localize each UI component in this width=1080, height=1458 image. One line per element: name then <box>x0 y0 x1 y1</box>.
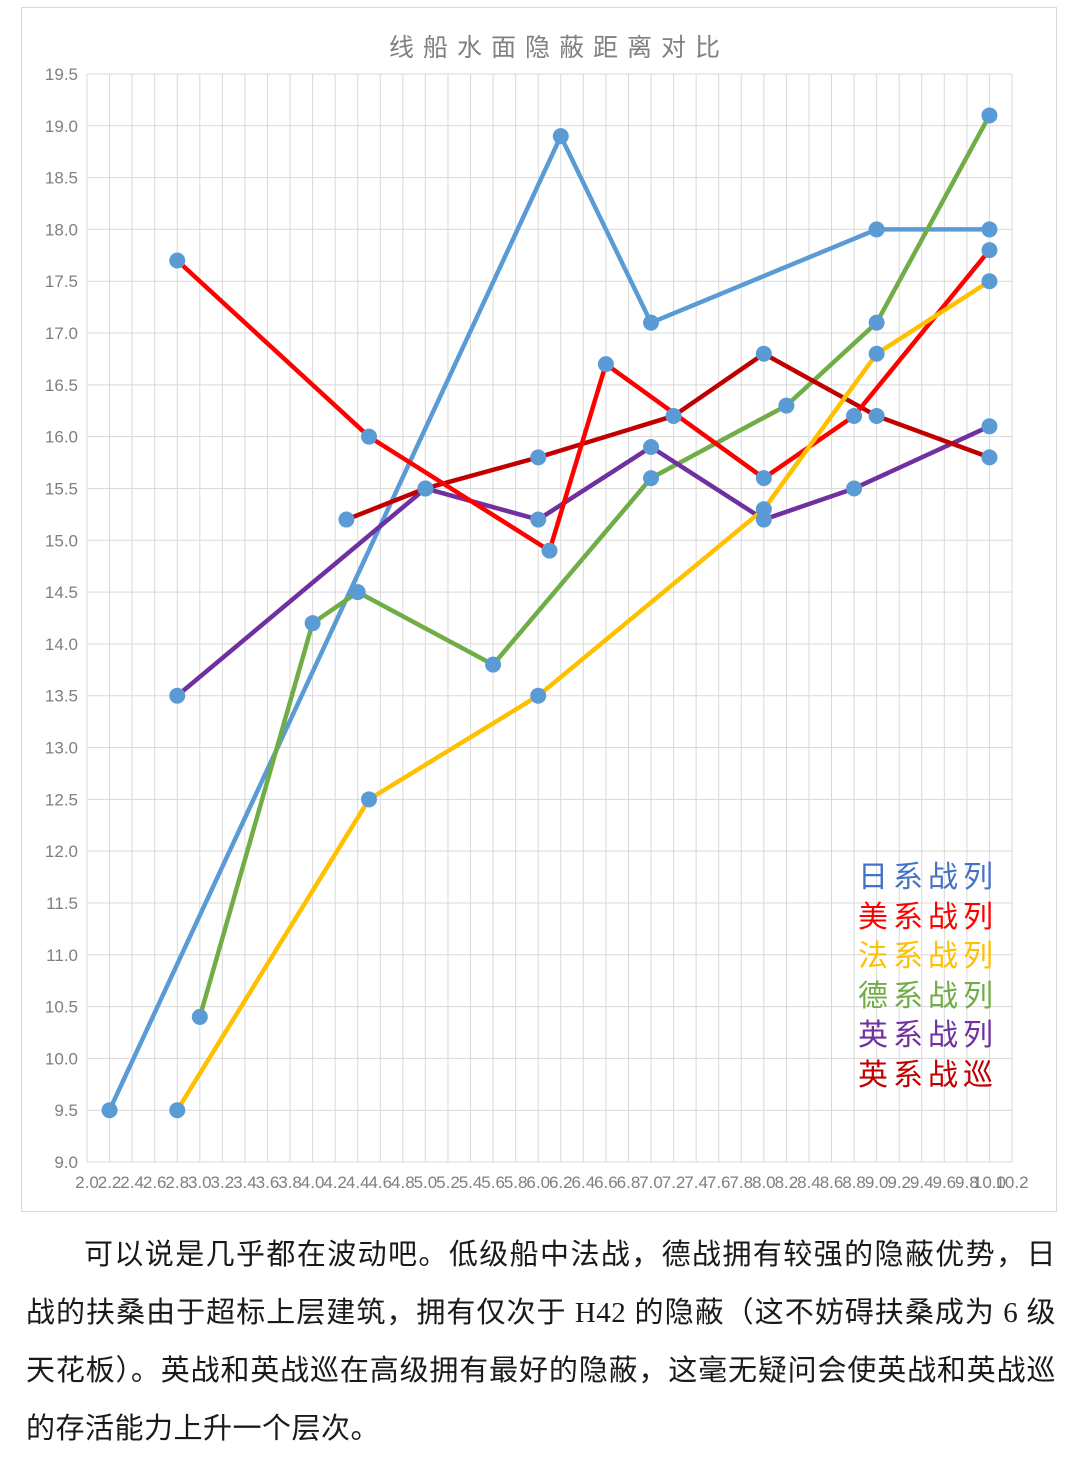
axis-labels: 9.0 9.5 10.0 10.5 11.0 11.5 12.0 12.5 13.0 13.5 14… <box>45 65 1029 1192</box>
svg-text:2.6: 2.6 <box>143 1173 167 1192</box>
svg-text:8.4: 8.4 <box>797 1173 821 1192</box>
svg-text:3.8: 3.8 <box>278 1173 302 1192</box>
svg-text:13.0: 13.0 <box>45 739 78 758</box>
svg-text:7.8: 7.8 <box>729 1173 753 1192</box>
svg-text:3.0: 3.0 <box>188 1173 212 1192</box>
svg-text:8.2: 8.2 <box>775 1173 799 1192</box>
svg-text:7.2: 7.2 <box>662 1173 686 1192</box>
svg-text:9.6: 9.6 <box>932 1173 956 1192</box>
svg-text:7.4: 7.4 <box>684 1173 708 1192</box>
svg-text:2.2: 2.2 <box>98 1173 122 1192</box>
svg-text:19.0: 19.0 <box>45 117 78 136</box>
svg-text:9.5: 9.5 <box>54 1101 78 1120</box>
svg-text:17.5: 17.5 <box>45 272 78 291</box>
svg-text:3.2: 3.2 <box>211 1173 235 1192</box>
svg-text:6.2: 6.2 <box>549 1173 573 1192</box>
svg-text:9.4: 9.4 <box>910 1173 934 1192</box>
svg-text:3.4: 3.4 <box>233 1173 257 1192</box>
svg-text:5.6: 5.6 <box>481 1173 505 1192</box>
svg-text:16.0: 16.0 <box>45 428 78 447</box>
svg-text:19.5: 19.5 <box>45 65 78 84</box>
svg-text:6.0: 6.0 <box>526 1173 550 1192</box>
svg-text:17.0: 17.0 <box>45 324 78 343</box>
svg-text:9.2: 9.2 <box>887 1173 911 1192</box>
chart-title: 线船水面隐蔽距离对比 <box>388 34 729 62</box>
legend-item-4: 德系战列 <box>858 979 998 1013</box>
svg-text:14.5: 14.5 <box>45 583 78 602</box>
chart-legend: 日系战列美系战列法系战列德系战列英系战列英系战巡 <box>858 858 1048 1095</box>
svg-text:12.5: 12.5 <box>45 790 78 809</box>
svg-text:14.0: 14.0 <box>45 635 78 654</box>
svg-text:5.8: 5.8 <box>504 1173 528 1192</box>
svg-text:9.0: 9.0 <box>865 1173 889 1192</box>
svg-text:6.8: 6.8 <box>617 1173 641 1192</box>
svg-text:5.2: 5.2 <box>436 1173 460 1192</box>
series-line-德系战列 <box>197 113 992 1020</box>
svg-text:5.4: 5.4 <box>459 1173 483 1192</box>
gridlines <box>86 73 1013 1163</box>
svg-text:4.6: 4.6 <box>368 1173 392 1192</box>
legend-item-3: 法系战列 <box>858 940 998 973</box>
chart-plot: 9.0 9.5 10.0 10.5 11.0 11.5 12.0 12.5 13.0 13.5 14… <box>45 65 1029 1192</box>
body-text: 可以说是几乎都在波动吧。低级船中法战，德战拥有较强的隐蔽优势，日战的扶桑由于超标… <box>26 1239 1056 1445</box>
svg-text:12.0: 12.0 <box>45 842 78 861</box>
svg-text:15.0: 15.0 <box>45 531 78 550</box>
chart-card: 线船水面隐蔽距离对比 9.0 9.5 10.0 10.5 11.0 11.5 12.0 12.… <box>21 7 1057 1212</box>
svg-text:2.0: 2.0 <box>75 1173 99 1192</box>
svg-text:2.4: 2.4 <box>120 1173 144 1192</box>
svg-text:7.6: 7.6 <box>707 1173 731 1192</box>
svg-text:2.8: 2.8 <box>165 1173 189 1192</box>
svg-text:9.0: 9.0 <box>54 1153 78 1172</box>
svg-text:11.5: 11.5 <box>46 894 78 913</box>
svg-text:8.0: 8.0 <box>752 1173 776 1192</box>
svg-text:5.0: 5.0 <box>414 1173 438 1192</box>
legend-item-1: 日系战列 <box>858 861 998 894</box>
legend-item-5: 英系战列 <box>858 1019 998 1052</box>
svg-text:8.8: 8.8 <box>842 1173 866 1192</box>
svg-text:13.5: 13.5 <box>45 687 78 706</box>
svg-text:16.5: 16.5 <box>45 376 78 395</box>
legend-item-6: 英系战巡 <box>858 1058 998 1092</box>
svg-text:10.5: 10.5 <box>45 998 78 1017</box>
svg-text:3.6: 3.6 <box>256 1173 280 1192</box>
svg-text:4.2: 4.2 <box>323 1173 347 1192</box>
svg-text:6.4: 6.4 <box>572 1173 596 1192</box>
svg-text:18.5: 18.5 <box>45 169 78 188</box>
svg-text:15.5: 15.5 <box>45 479 78 498</box>
series-line-法系战列 <box>174 278 992 1113</box>
svg-text:4.0: 4.0 <box>301 1173 325 1192</box>
svg-text:7.0: 7.0 <box>639 1173 663 1192</box>
svg-text:10.0: 10.0 <box>973 1173 1006 1192</box>
svg-text:4.8: 4.8 <box>391 1173 415 1192</box>
svg-text:10.2: 10.2 <box>995 1173 1028 1192</box>
data-point-markers <box>101 107 998 1119</box>
svg-text:4.4: 4.4 <box>346 1173 370 1192</box>
svg-text:11.0: 11.0 <box>46 946 78 965</box>
svg-text:9.8: 9.8 <box>955 1173 979 1192</box>
svg-text:8.6: 8.6 <box>820 1173 844 1192</box>
svg-text:10.0: 10.0 <box>45 1049 78 1068</box>
legend-item-2: 美系战列 <box>858 900 998 934</box>
svg-text:18.0: 18.0 <box>45 220 78 239</box>
svg-text:6.6: 6.6 <box>594 1173 618 1192</box>
